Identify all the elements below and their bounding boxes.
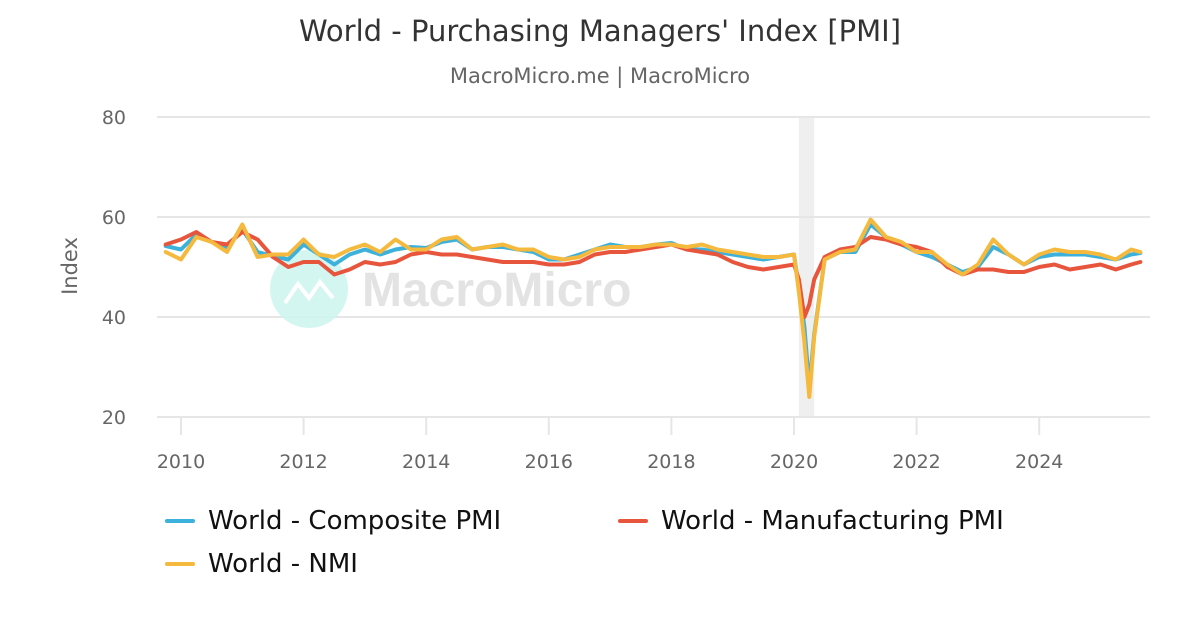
chart-title: World - Purchasing Managers' Index [PMI]: [298, 14, 902, 48]
y-tick-label: 40: [102, 307, 126, 329]
x-tick-label: 2014: [402, 451, 450, 473]
y-tick-label: 60: [102, 207, 126, 229]
legend-label: World - Manufacturing PMI: [661, 506, 1004, 536]
watermark-text: MacroMicro: [362, 264, 631, 317]
x-tick-label: 2024: [1015, 451, 1063, 473]
legend-item-manufacturing-pmi[interactable]: World - Manufacturing PMI: [618, 506, 1004, 536]
legend-item-composite-pmi[interactable]: World - Composite PMI: [165, 506, 501, 536]
x-tick-label: 2020: [770, 451, 818, 473]
y-tick-label: 80: [102, 107, 126, 129]
series-line-world-nmi[interactable]: [163, 217, 1143, 399]
legend-label: World - NMI: [208, 549, 358, 579]
data-series: [163, 217, 1143, 399]
x-tick-label: 2010: [157, 451, 205, 473]
manufacturing-swatch-icon: [618, 519, 648, 523]
legend-item-nmi[interactable]: World - NMI: [165, 549, 358, 579]
watermark-chart-glyph-icon: [283, 278, 335, 305]
x-tick-label: 2018: [647, 451, 695, 473]
x-tick-label: 2012: [279, 451, 327, 473]
y-axis: 20 40 60 80: [102, 107, 126, 429]
legend-label: World - Composite PMI: [208, 506, 502, 536]
x-tick-label: 2022: [892, 451, 940, 473]
y-axis-label: Index: [58, 237, 82, 295]
x-axis: 2010 2012 2014 2016 2018 2020 2022 2024: [157, 417, 1063, 473]
y-tick-label: 20: [102, 407, 126, 429]
nmi-swatch-icon: [165, 562, 195, 566]
chart-subtitle: MacroMicro.me | MacroMicro: [449, 64, 751, 88]
x-tick-label: 2016: [525, 451, 573, 473]
composite-swatch-icon: [165, 519, 195, 523]
